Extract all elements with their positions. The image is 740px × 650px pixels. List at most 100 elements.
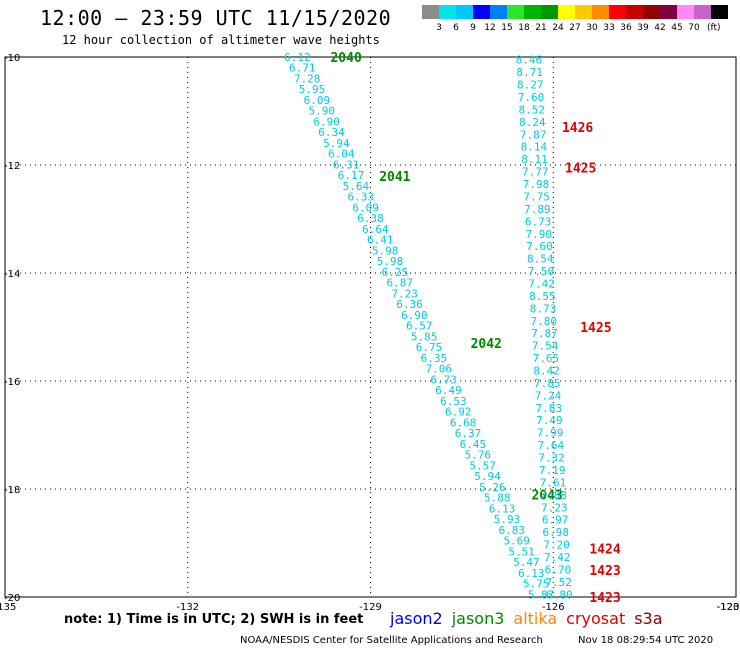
swh-value-jason2: 8.42 [533,365,560,378]
swh-value-jason3: 6.90 [313,115,340,128]
swh-value-jason3: 6.09 [304,94,331,107]
swh-value-jason3: 6.90 [401,309,428,322]
swh-value-jason2: 8.46 [516,54,543,67]
swh-value-jason3: 6.92 [445,406,472,419]
swh-value-jason3: 5.64 [343,180,370,193]
swh-value-jason2: 7.32 [538,452,565,465]
swh-value-jason2: 7.90 [526,228,553,241]
swh-value-jason3: 6.83 [499,524,526,537]
swh-value-jason3: 5.75 [523,578,550,591]
swh-value-jason2: 7.87 [531,327,558,340]
swh-value-jason3: 6.87 [386,277,413,290]
swh-value-jason3: 5.98 [372,244,399,257]
swh-value-jason2: 7.49 [536,414,563,427]
chart-title: 12:00 – 23:59 UTC 11/15/2020 [40,6,392,30]
colorbar-label: 27 [569,23,581,33]
swh-value-jason2: 8.14 [521,141,548,154]
swh-value-jason3: 6.25 [382,266,409,279]
swh-value-jason2: 8.54 [527,253,554,266]
x-tick-label: -132 [176,602,199,613]
swh-value-jason2: 7.85 [534,377,561,390]
pass-time-label: 2040 [330,51,361,66]
satellite-cryosat: cryosat [566,609,626,628]
swh-value-jason3: 7.06 [425,363,452,376]
colorbar-label: 18 [518,23,530,33]
swh-value-jason2: 7.65 [533,352,560,365]
colorbar-swatch [507,5,524,19]
x-tick-label: -126 [542,602,565,613]
swh-value-jason3: 5.87 [528,588,555,601]
colorbar-label: 33 [603,23,615,33]
swh-value-jason3: 6.41 [367,234,394,247]
colorbar-label: 12 [484,23,496,33]
colorbar-unit: (ft) [707,23,721,33]
y-tick-label: -12 [4,161,20,172]
satellite-jason3: jason3 [451,609,505,628]
satellite-jason2: jason2 [390,609,443,628]
swh-value-jason2: 8.73 [530,302,557,315]
x-tick-label: -120 [717,602,740,613]
swh-value-jason3: 6.71 [289,62,316,75]
swh-value-jason3: 6.17 [338,169,365,182]
pass-time-label: 1426 [562,121,593,136]
swh-value-jason3: 5.47 [513,556,540,569]
swh-value-jason2: 7.20 [543,539,570,552]
swh-value-jason2: 7.77 [522,166,549,179]
colorbar-swatch [422,5,439,19]
chart-subtitle: 12 hour collection of altimeter wave hei… [62,33,380,47]
swh-value-jason3: 5.90 [309,105,336,118]
colorbar-label: 30 [586,23,598,33]
pass-time-label: 2041 [379,170,410,185]
colorbar-swatch [711,5,728,19]
swh-value-jason2: 7.52 [545,576,572,589]
pass-time-label: 2043 [532,488,563,503]
x-tick-label: -129 [359,602,382,613]
swh-value-jason3: 6.09 [352,201,379,214]
swh-value-jason2: 7.61 [540,476,567,489]
colorbar-label: 42 [654,23,666,33]
y-tick-label: -16 [4,377,20,388]
swh-value-jason3: 6.34 [318,126,345,139]
swh-value-jason2: 6.80 [546,588,573,601]
colorbar-label: 21 [535,23,547,33]
pass-time-label: 1425 [580,321,611,336]
colorbar-swatch [541,5,558,19]
swh-value-jason2: 7.60 [526,240,553,253]
swh-value-jason3: 6.37 [455,427,482,440]
swh-value-jason2: 6.73 [525,215,552,228]
swh-value-jason2: 7.83 [535,402,562,415]
swh-value-jason2: 7.99 [537,427,564,440]
swh-value-jason2: 7.75 [523,190,550,203]
colorbar-label: 6 [453,23,459,33]
colorbar-swatch [643,5,660,19]
swh-value-jason3: 5.76 [464,449,491,462]
swh-value-jason2: 6.98 [543,526,570,539]
swh-value-jason2: 7.88 [540,489,567,502]
swh-value-jason3: 7.28 [294,72,321,85]
swh-value-jason2: 7.23 [541,501,568,514]
colorbar-swatch [592,5,609,19]
swh-value-jason2: 6.97 [542,514,569,527]
swh-value-jason3: 6.64 [362,223,389,236]
swh-value-jason2: 7.87 [520,128,547,141]
swh-value-jason3: 5.94 [474,470,501,483]
swh-value-jason3: 6.36 [396,298,423,311]
satellite-legend: jason2 jason3 altika cryosat s3a [390,609,672,628]
swh-value-jason3: 6.38 [357,212,384,225]
x-tick-label: -135 [0,602,16,613]
swh-value-jason3: 5.51 [508,545,535,558]
swh-value-jason3: 6.31 [333,158,360,171]
swh-value-jason3: 5.88 [484,492,511,505]
colorbar-swatch [490,5,507,19]
swh-value-jason2: 8.24 [519,116,546,129]
swh-value-jason3: 5.93 [494,513,521,526]
swh-value-jason2: 8.52 [518,103,545,116]
colorbar-swatch [626,5,643,19]
colorbar-swatch [660,5,677,19]
swh-value-jason3: 6.68 [450,416,477,429]
swh-value-jason3: 5.95 [299,83,326,96]
swh-value-jason3: 6.33 [348,191,375,204]
swh-value-jason2: 7.89 [524,203,551,216]
colorbar-label: 70 [688,23,700,33]
